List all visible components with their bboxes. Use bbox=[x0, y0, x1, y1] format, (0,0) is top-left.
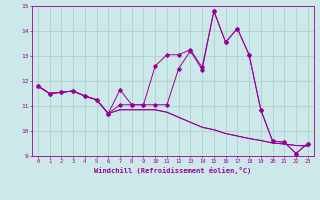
X-axis label: Windchill (Refroidissement éolien,°C): Windchill (Refroidissement éolien,°C) bbox=[94, 167, 252, 174]
